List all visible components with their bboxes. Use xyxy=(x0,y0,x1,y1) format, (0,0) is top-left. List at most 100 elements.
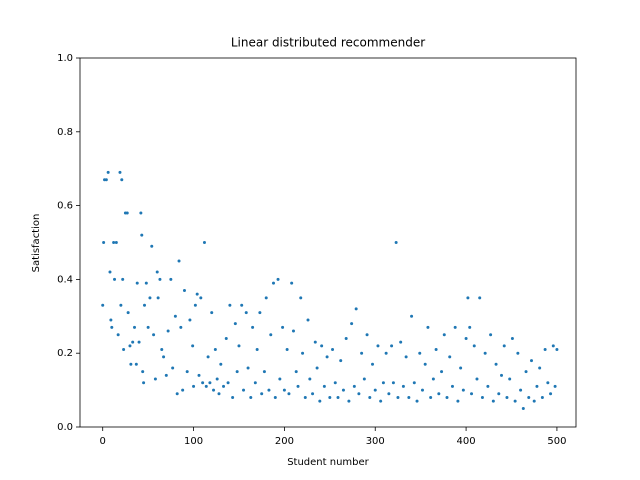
point xyxy=(152,333,156,337)
point xyxy=(371,362,375,366)
point xyxy=(450,384,454,388)
point xyxy=(175,392,179,396)
point xyxy=(287,392,291,396)
point xyxy=(549,392,553,396)
point xyxy=(181,388,185,392)
y-tick-label: 0.2 xyxy=(57,348,73,359)
point xyxy=(532,399,536,403)
point xyxy=(242,388,246,392)
x-tick-label: 300 xyxy=(366,436,385,447)
point xyxy=(113,277,117,281)
point xyxy=(445,395,449,399)
point xyxy=(185,370,189,374)
point xyxy=(269,333,273,337)
point xyxy=(166,329,170,333)
point xyxy=(119,303,123,307)
point xyxy=(399,340,403,344)
point xyxy=(333,381,337,385)
point xyxy=(276,277,280,281)
point xyxy=(191,344,195,348)
point xyxy=(155,270,159,274)
point xyxy=(538,366,542,370)
x-axis-label: Student number xyxy=(287,457,369,468)
point xyxy=(453,325,457,329)
point xyxy=(491,399,495,403)
point xyxy=(285,348,289,352)
point xyxy=(306,318,310,322)
point xyxy=(390,344,394,348)
point xyxy=(118,170,122,174)
point xyxy=(102,241,106,244)
point xyxy=(177,259,181,263)
y-axis-label: Satisfaction xyxy=(31,214,42,273)
point xyxy=(219,362,223,366)
point xyxy=(396,395,400,399)
point xyxy=(240,303,244,307)
point xyxy=(188,318,192,322)
point xyxy=(110,325,114,329)
point xyxy=(459,366,463,370)
point xyxy=(434,348,438,352)
point xyxy=(437,392,441,396)
point xyxy=(153,377,157,381)
point xyxy=(201,381,205,385)
point xyxy=(551,344,555,348)
point xyxy=(519,388,523,392)
point xyxy=(431,377,435,381)
point xyxy=(204,384,208,388)
point xyxy=(112,241,116,244)
point xyxy=(410,314,414,318)
point xyxy=(146,325,150,329)
point xyxy=(222,384,226,388)
point xyxy=(116,333,120,337)
point xyxy=(391,381,395,385)
point xyxy=(215,377,219,381)
point xyxy=(461,388,465,392)
point xyxy=(448,355,452,359)
y-tick-label: 1.0 xyxy=(57,53,73,64)
point xyxy=(412,381,416,385)
point xyxy=(555,348,559,352)
point xyxy=(137,340,141,344)
point xyxy=(106,170,110,174)
point xyxy=(535,384,539,388)
point xyxy=(140,233,144,237)
point xyxy=(394,241,398,244)
point xyxy=(483,351,487,355)
point xyxy=(344,336,348,340)
point xyxy=(516,351,520,355)
point xyxy=(426,325,430,329)
point xyxy=(231,395,235,399)
point xyxy=(150,244,154,248)
point xyxy=(387,392,391,396)
point xyxy=(179,325,183,329)
point xyxy=(527,395,531,399)
point xyxy=(521,407,525,411)
y-tick-label: 0.8 xyxy=(57,127,73,138)
point xyxy=(258,311,262,315)
point xyxy=(141,370,145,374)
point xyxy=(313,340,317,344)
point xyxy=(128,344,132,348)
point xyxy=(260,392,264,396)
point xyxy=(420,388,424,392)
point xyxy=(109,318,113,322)
point xyxy=(381,381,385,385)
point xyxy=(442,333,446,337)
chart-title: Linear distributed recommender xyxy=(231,36,425,50)
y-tick-label: 0.4 xyxy=(57,274,73,285)
point xyxy=(311,392,315,396)
point xyxy=(210,311,214,315)
point xyxy=(524,370,528,374)
point xyxy=(213,348,217,352)
point xyxy=(267,388,271,392)
point xyxy=(224,336,228,340)
point xyxy=(169,277,173,281)
point xyxy=(134,362,138,366)
point xyxy=(206,355,210,359)
point xyxy=(508,377,512,381)
point xyxy=(404,355,408,359)
point xyxy=(271,281,275,285)
